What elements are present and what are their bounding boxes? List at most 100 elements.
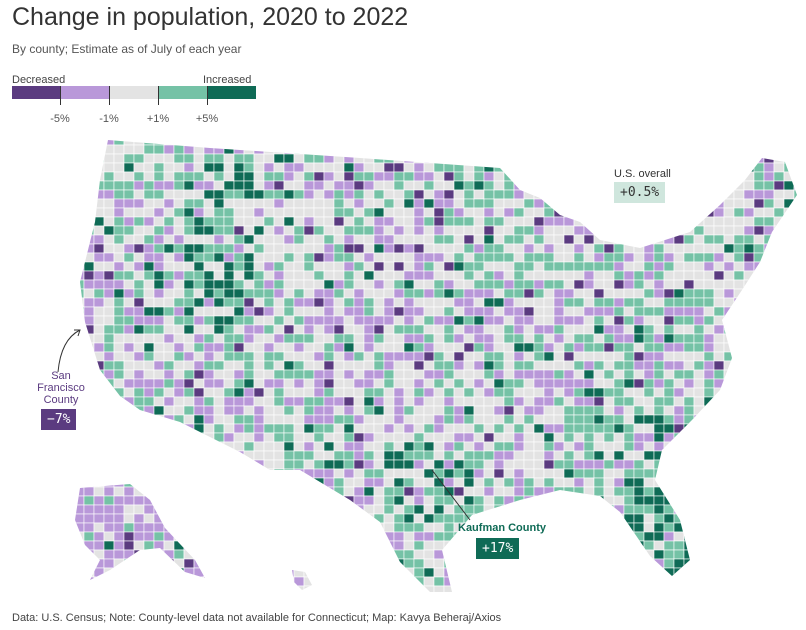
county-cell [273,225,285,236]
county-cell [103,459,115,470]
county-cell [463,288,475,299]
county-cell [293,324,305,335]
county-cell [783,558,795,569]
county-cell [453,414,465,425]
county-cell [93,513,105,524]
county-cell [613,540,625,551]
county-cell [703,216,715,227]
county-cell [513,279,525,290]
county-cell [573,198,585,209]
county-cell [423,567,435,578]
county-cell [493,405,505,416]
county-cell [333,162,345,173]
county-cell [723,243,735,254]
county-cell [273,270,285,281]
county-cell [783,252,795,263]
county-cell [593,207,605,218]
county-cell [393,243,405,254]
county-cell [373,153,385,164]
county-cell [753,324,765,335]
county-cell [143,504,155,515]
county-cell [213,162,225,173]
county-cell [463,558,475,569]
county-cell [703,351,715,362]
county-cell [403,477,415,488]
county-cell [503,387,515,398]
county-cell [103,297,115,308]
county-cell [143,495,155,506]
county-cell [283,567,295,578]
county-cell [763,450,775,461]
county-cell [313,423,325,434]
county-cell [583,207,595,218]
county-cell [613,441,625,452]
county-cell [223,140,235,146]
county-cell [123,270,135,281]
county-cell [703,270,715,281]
county-cell [733,405,745,416]
county-cell [103,306,115,317]
county-cell [623,315,635,326]
county-cell [353,306,365,317]
county-cell [503,324,515,335]
county-cell [773,171,785,182]
county-cell [603,360,615,371]
county-cell [233,369,245,380]
county-cell [533,558,545,569]
county-cell [613,405,625,416]
county-cell [433,558,445,569]
county-cell [623,585,635,592]
county-cell [553,243,565,254]
county-cell [573,342,585,353]
county-cell [363,486,375,497]
county-cell [713,585,725,592]
county-cell [673,324,685,335]
county-cell [103,495,115,506]
county-cell [573,441,585,452]
county-cell [723,486,735,497]
county-cell [373,513,385,524]
county-cell [503,252,515,263]
county-cell [103,333,115,344]
county-cell [733,450,745,461]
county-cell [523,288,535,299]
county-cell [463,477,475,488]
county-cell [333,531,345,542]
county-cell [713,567,725,578]
county-cell [603,432,615,443]
county-cell [563,504,575,515]
county-cell [214,595,224,604]
county-cell [723,369,735,380]
county-cell [303,144,315,155]
county-cell [713,140,725,146]
county-cell [623,261,635,272]
county-cell [493,315,505,326]
county-cell [123,153,135,164]
county-cell [513,315,525,326]
county-cell [493,144,505,155]
county-cell [613,140,625,146]
county-cell [683,486,695,497]
county-cell [643,297,655,308]
county-cell [193,576,205,587]
county-cell [633,333,645,344]
county-cell [353,333,365,344]
county-cell [583,225,595,236]
county-cell [543,378,555,389]
county-cell [253,477,265,488]
county-cell [743,297,755,308]
county-cell [593,225,605,236]
county-cell [293,423,305,434]
county-cell [343,360,355,371]
county-cell [343,140,355,146]
county-cell [203,459,215,470]
county-cell [133,171,145,182]
county-cell [243,540,255,551]
county-cell [733,342,745,353]
county-cell [503,369,515,380]
county-cell [393,207,405,218]
county-cell [583,261,595,272]
county-cell [433,333,445,344]
county-cell [753,540,765,551]
